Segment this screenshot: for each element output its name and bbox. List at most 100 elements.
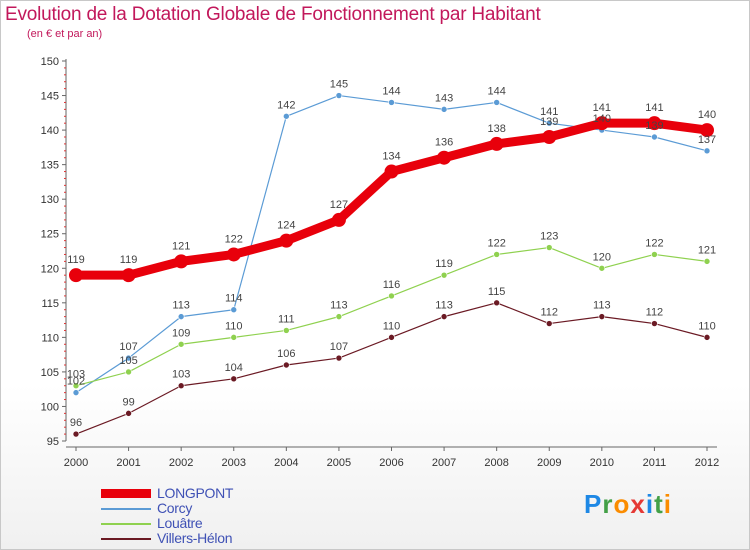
data-point-longpont[interactable] [647, 116, 662, 131]
data-point-louatre[interactable] [388, 292, 395, 300]
data-label-villers-helon: 113 [593, 300, 611, 312]
data-point-villers-helon[interactable] [230, 375, 238, 383]
legend-swatch-villers-helon [101, 538, 151, 540]
x-tick-label: 2011 [643, 457, 667, 469]
data-label-longpont: 134 [382, 151, 400, 163]
data-label-villers-helon: 106 [277, 348, 295, 360]
proxiti-logo: Proxiti [584, 489, 672, 520]
data-point-corcy[interactable] [283, 112, 290, 120]
logo-letter: t [654, 489, 664, 519]
data-point-corcy[interactable] [440, 106, 448, 113]
data-point-villers-helon[interactable] [388, 334, 395, 341]
data-point-corcy[interactable] [651, 133, 658, 141]
data-point-longpont[interactable] [384, 164, 399, 179]
y-tick-label: 105 [41, 367, 59, 379]
data-point-villers-helon[interactable] [598, 313, 606, 320]
data-point-corcy[interactable] [72, 389, 80, 396]
data-point-louatre[interactable] [72, 382, 80, 390]
data-point-louatre[interactable] [335, 313, 343, 320]
data-point-louatre[interactable] [598, 264, 606, 272]
x-tick-label: 2009 [537, 457, 561, 469]
data-point-longpont[interactable] [121, 268, 136, 283]
data-label-longpont: 141 [645, 102, 663, 114]
logo-letter: i [663, 489, 672, 519]
data-point-villers-helon[interactable] [651, 320, 658, 327]
data-point-corcy[interactable] [125, 354, 132, 362]
data-label-louatre: 120 [593, 251, 611, 263]
data-point-villers-helon[interactable] [440, 313, 448, 320]
x-tick-label: 2010 [590, 457, 614, 469]
data-point-longpont[interactable] [331, 212, 346, 227]
data-label-louatre: 116 [383, 279, 401, 291]
data-point-louatre[interactable] [125, 368, 132, 376]
data-point-louatre[interactable] [651, 251, 658, 258]
data-point-louatre[interactable] [703, 258, 711, 265]
data-label-villers-helon: 110 [383, 320, 401, 332]
data-label-longpont: 138 [487, 123, 505, 135]
data-point-longpont[interactable] [174, 254, 189, 269]
data-label-louatre: 122 [487, 237, 505, 249]
data-point-corcy[interactable] [703, 147, 711, 155]
data-point-villers-helon[interactable] [125, 410, 132, 417]
data-point-corcy[interactable] [493, 99, 500, 106]
data-point-corcy[interactable] [545, 119, 553, 127]
data-label-louatre: 103 [67, 369, 85, 381]
data-point-corcy[interactable] [335, 92, 343, 99]
y-tick-label: 115 [41, 298, 59, 310]
data-point-longpont[interactable] [542, 130, 557, 144]
data-label-corcy: 141 [540, 106, 558, 118]
y-tick-label: 100 [41, 401, 59, 413]
data-label-longpont: 121 [172, 240, 190, 252]
data-label-corcy: 107 [119, 341, 137, 353]
data-point-longpont[interactable] [700, 123, 714, 138]
data-point-villers-helon[interactable] [72, 430, 80, 438]
x-tick-label: 2004 [274, 457, 298, 469]
data-label-louatre: 109 [172, 327, 190, 339]
data-point-longpont[interactable] [69, 268, 83, 283]
x-tick-label: 2003 [222, 457, 246, 469]
data-point-villers-helon[interactable] [545, 320, 553, 327]
series-layer [69, 92, 714, 438]
data-point-corcy[interactable] [388, 99, 395, 106]
legend-label-louatre: Louâtre [157, 515, 203, 531]
data-label-corcy: 113 [172, 300, 190, 312]
data-point-villers-helon[interactable] [283, 361, 290, 369]
x-tick-label: 2005 [327, 457, 351, 469]
data-point-longpont[interactable] [226, 247, 241, 262]
data-point-villers-helon[interactable] [335, 354, 343, 362]
data-point-louatre[interactable] [230, 334, 238, 341]
data-point-corcy[interactable] [177, 313, 185, 320]
data-point-louatre[interactable] [545, 244, 553, 251]
data-point-louatre[interactable] [283, 327, 290, 334]
data-label-corcy: 114 [225, 293, 243, 305]
data-point-louatre[interactable] [493, 251, 500, 258]
legend-swatch-longpont [101, 489, 151, 498]
data-point-louatre[interactable] [440, 271, 448, 279]
data-point-corcy[interactable] [230, 306, 238, 314]
data-label-corcy: 137 [698, 134, 716, 146]
x-tick-label: 2002 [169, 457, 193, 469]
logo-letter: i [645, 489, 655, 519]
data-labels: 1021071131141421451441431441411401391371… [67, 79, 716, 430]
data-label-longpont: 136 [435, 137, 453, 149]
x-tick-label: 2008 [484, 457, 508, 469]
x-tick-label: 2012 [695, 457, 719, 469]
data-label-corcy: 140 [593, 113, 611, 125]
data-label-villers-helon: 110 [698, 320, 716, 332]
data-point-villers-helon[interactable] [493, 299, 500, 307]
data-label-corcy: 145 [330, 79, 348, 91]
data-point-longpont[interactable] [279, 233, 294, 248]
data-label-villers-helon: 99 [122, 396, 134, 408]
data-point-longpont[interactable] [594, 116, 609, 131]
data-label-louatre: 105 [119, 355, 137, 367]
logo-letter: o [613, 489, 631, 519]
data-point-villers-helon[interactable] [177, 382, 185, 390]
chart-title: Evolution de la Dotation Globale de Fonc… [5, 4, 541, 25]
data-label-villers-helon: 113 [435, 300, 453, 312]
data-point-villers-helon[interactable] [703, 334, 711, 341]
legend-label-corcy: Corcy [157, 500, 193, 516]
data-point-louatre[interactable] [177, 340, 185, 348]
data-label-louatre: 111 [278, 313, 295, 325]
data-point-longpont[interactable] [437, 150, 452, 165]
data-point-longpont[interactable] [489, 136, 504, 151]
